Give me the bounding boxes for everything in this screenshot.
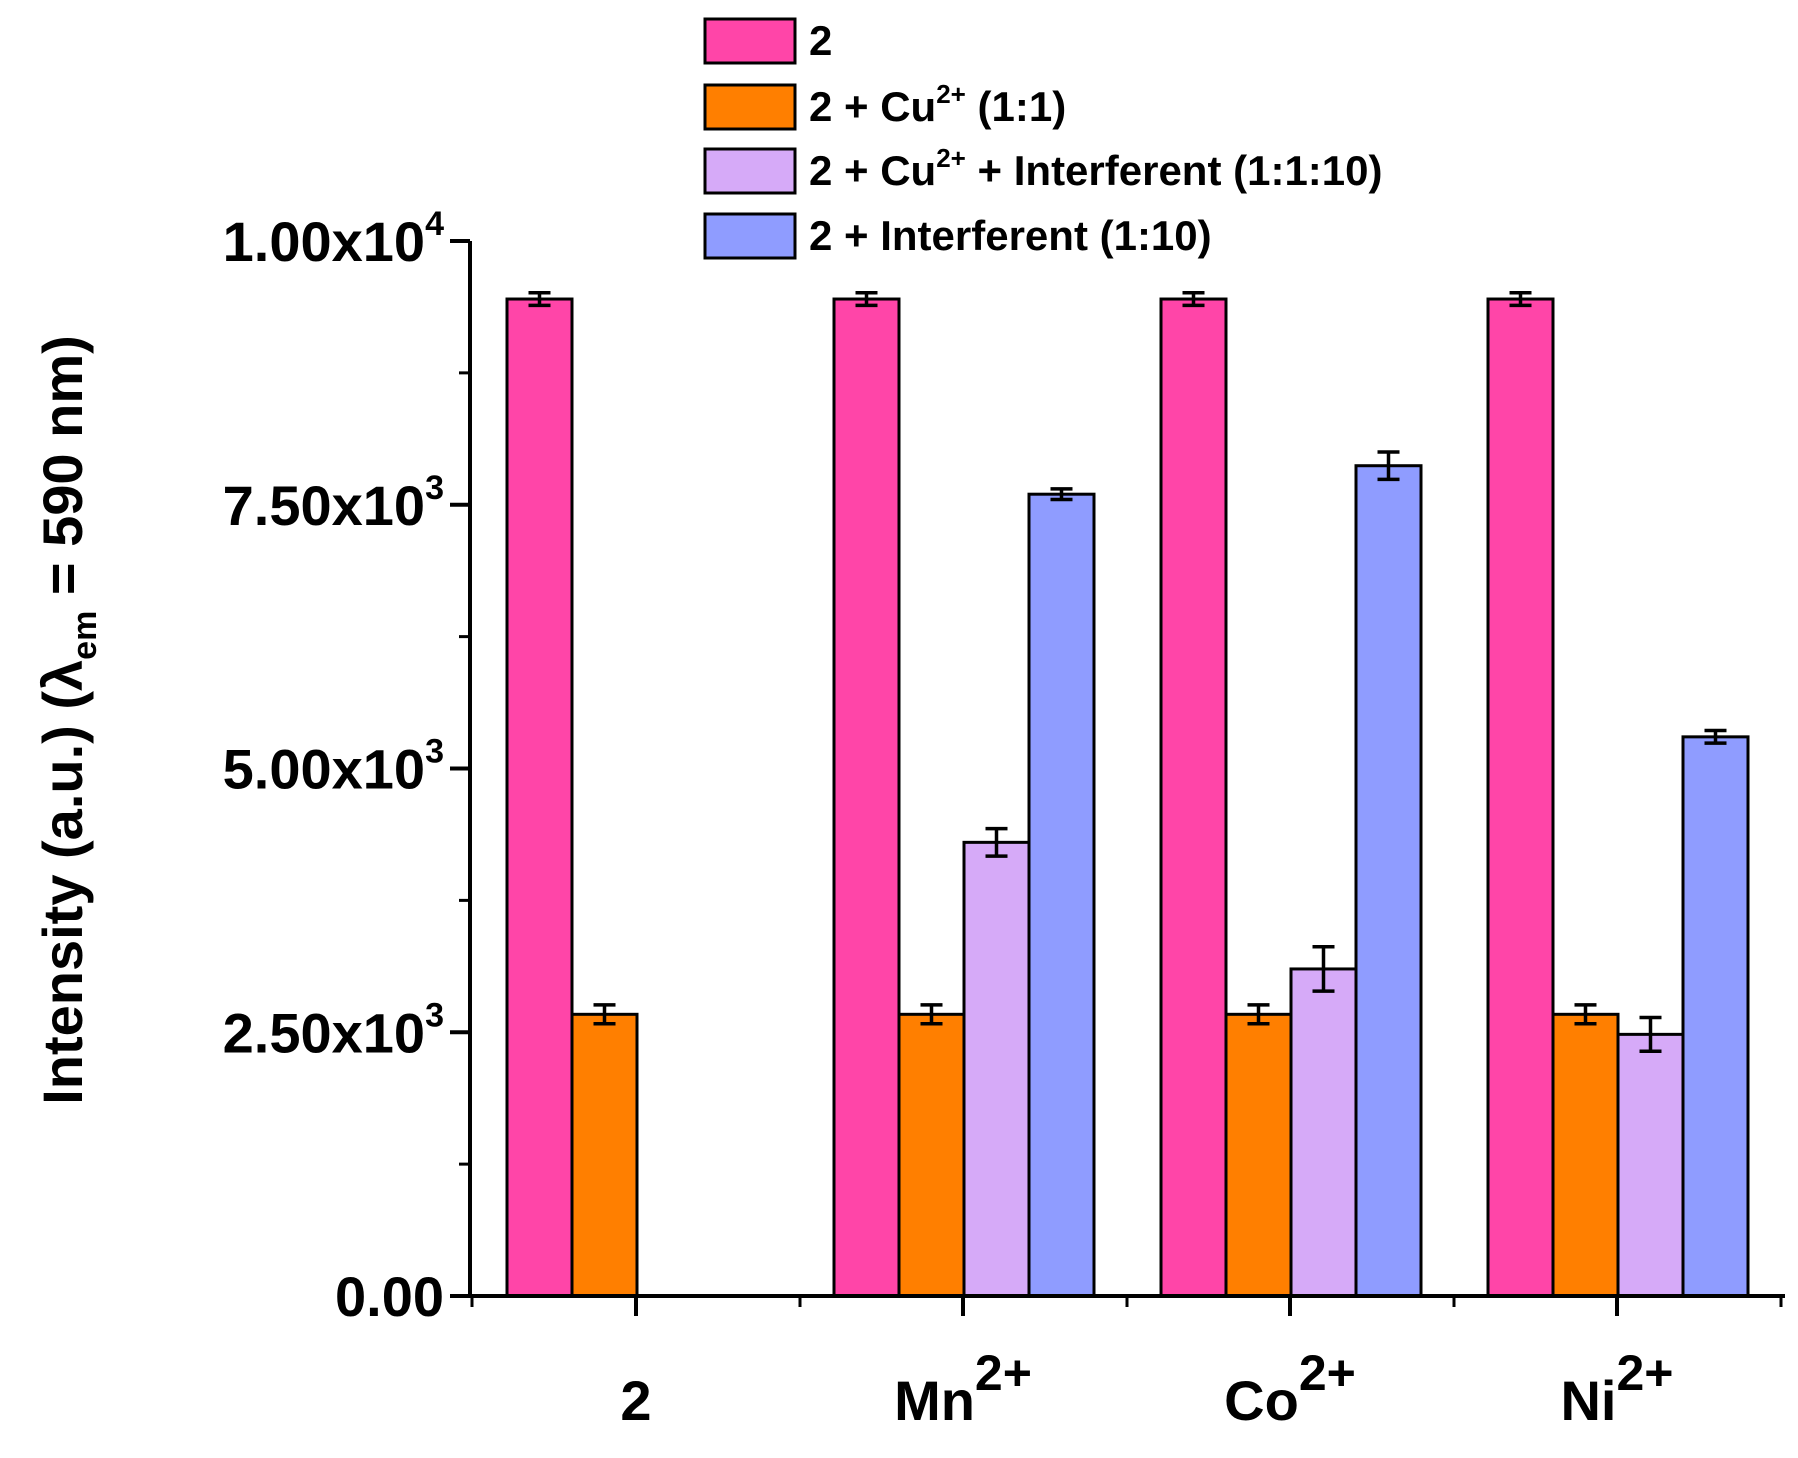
error-bar-s2-c3 [1247,1003,1270,1026]
legend-label-4: 2 + Interferent (1:10) [809,212,1212,259]
bar-s1-c4 [1486,297,1555,1298]
bar-s4-c4 [1681,735,1750,1298]
y-tick-label-4: 1.00x104 [223,205,444,273]
bar-s1-c3 [1159,297,1228,1298]
error-bar-s1-c4 [1509,290,1532,308]
bar-s3-c4 [1616,1032,1685,1298]
axes-layer: 0.00 2.50x103 5.00x103 7.50x103 1.00x104 2 Mn2… [223,205,1785,1432]
error-bar-s3-c4 [1639,1015,1662,1053]
error-bar-s4-c2 [1050,487,1073,502]
legend-swatch-3 [703,147,797,195]
y-tick-label-0: 0.00 [335,1265,444,1328]
bar-s2-c4 [1551,1012,1620,1298]
bar-s4-c3 [1354,464,1423,1298]
legend-swatch-2 [703,83,797,131]
error-bar-s4-c4 [1704,728,1727,745]
bar-s2-c3 [1224,1012,1293,1298]
bar-s2-c2 [897,1012,966,1298]
error-bar-s3-c2 [985,826,1008,858]
bar-s1-c2 [832,297,901,1298]
x-tick-label-1: Mn2+ [894,1345,1032,1432]
bars-layer [505,290,1750,1298]
y-tick-label-2: 5.00x103 [223,733,444,801]
bar-s4-c2 [1027,492,1096,1298]
y-axis-title-text: Intensity (a.u.) (λem = 590 nm) [31,335,104,1105]
error-bar-s2-c1 [593,1003,616,1026]
legend-label-3: 2 + Cu2+ + Interferent (1:1:10) [809,143,1383,194]
legend-label-1: 2 [809,17,832,64]
x-tick-label-0: 2 [620,1369,651,1432]
y-tick-label-1: 2.50x103 [223,996,444,1064]
y-axis-title: Intensity (a.u.) (λem = 590 nm) [31,335,104,1105]
legend-swatch-1 [703,17,797,65]
error-bar-s1-c3 [1182,290,1205,308]
error-bar-s4-c3 [1377,450,1400,482]
error-bar-s3-c3 [1312,945,1335,993]
legend: 2 2 + Cu2+ (1:1) 2 + Cu2+ + Interferent (1… [703,17,1383,260]
y-tick-label-3: 7.50x103 [223,469,444,537]
bar-s3-c2 [962,840,1031,1298]
x-tick-label-2: Co2+ [1224,1345,1356,1432]
bar-s3-c3 [1289,967,1358,1298]
error-bar-s1-c2 [855,290,878,308]
error-bar-s1-c1 [528,290,551,308]
legend-label-2: 2 + Cu2+ (1:1) [809,79,1066,130]
error-bar-s2-c2 [920,1003,943,1026]
bar-s2-c1 [570,1012,639,1298]
x-tick-label-3: Ni2+ [1560,1345,1673,1432]
error-bar-s2-c4 [1574,1003,1597,1026]
legend-swatch-4 [703,212,797,260]
bar-s1-c1 [505,297,574,1298]
